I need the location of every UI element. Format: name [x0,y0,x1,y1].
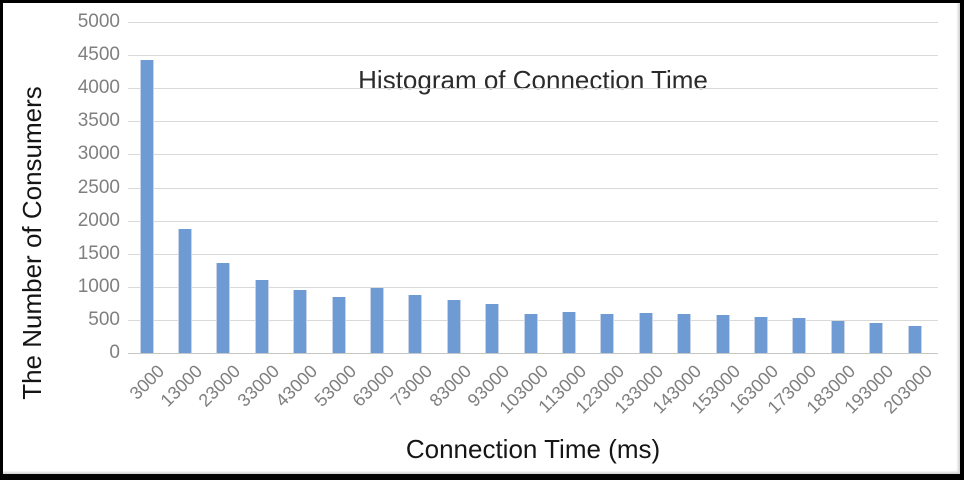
bar [523,313,538,353]
gridline [128,187,938,189]
gridline [128,154,938,156]
y-tick-label: 1000 [77,275,120,297]
y-tick-label: 4500 [77,44,120,66]
bar [869,323,884,353]
bar [907,326,922,353]
bar [792,318,807,353]
gridline [128,253,938,255]
chart-title: Histogram of Connection Time [358,65,708,95]
y-tick-label: 3500 [77,110,120,132]
gridline [128,286,938,288]
gridline [128,121,938,123]
gridline [128,55,938,57]
bar [293,290,308,353]
bar [677,313,692,353]
bar [715,315,730,353]
y-tick-label: 1500 [77,242,120,264]
bar [830,320,845,353]
gridline [128,88,938,90]
y-tick-label: 3000 [77,143,120,165]
bar [216,262,231,353]
gridline [128,353,938,354]
bar [254,279,269,353]
plot-area [128,22,938,354]
y-tick-label: 5000 [77,11,120,32]
bar [638,312,653,353]
bar [370,288,384,353]
bar [600,313,615,353]
y-tick-label: 2000 [77,209,120,231]
y-tick-label: 0 [109,342,120,363]
y-tick-label: 500 [88,308,120,330]
bar [408,294,423,353]
bar [562,312,576,353]
y-tick-label: 4000 [77,77,120,99]
y-axis-title: The Number of Consumers [17,86,47,400]
x-axis-title: Connection Time (ms) [405,434,661,464]
bar [331,297,346,353]
bar [754,317,768,353]
bar [485,303,500,353]
bar [446,300,461,353]
y-tick-label: 2500 [77,176,120,198]
bar [178,229,192,353]
bar [139,59,154,353]
gridline [128,22,938,23]
gridline [128,220,938,222]
